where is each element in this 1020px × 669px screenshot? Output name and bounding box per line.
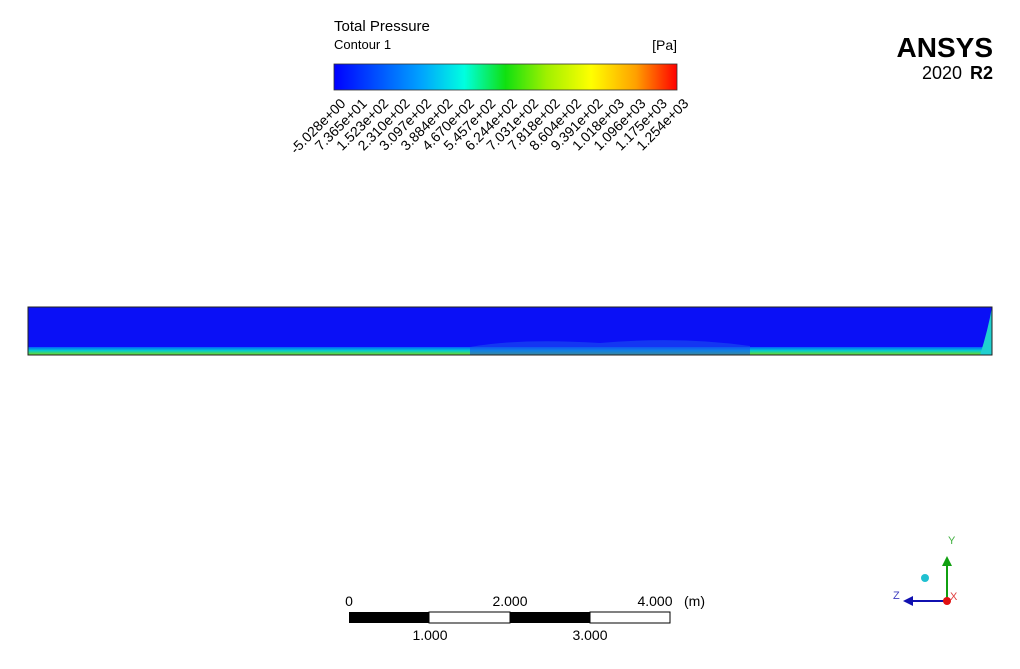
scale-label: 3.000 [572, 627, 607, 643]
scale-label: 4.000 [637, 593, 672, 609]
scale-label: 1.000 [412, 627, 447, 643]
scale-unit: (m) [684, 593, 705, 609]
core-flow [28, 307, 992, 347]
brand-name: ANSYS [897, 32, 993, 63]
contour-domain [27, 306, 993, 356]
scale-bar: 0 2.000 4.000 (m) 1.000 3.000 [345, 593, 705, 643]
legend-subtitle: Contour 1 [334, 37, 391, 52]
domain-outline [27, 306, 993, 356]
scale-label: 0 [345, 593, 353, 609]
colorbar-labels: -5.028e+007.365e+011.523e+022.310e+023.0… [287, 95, 692, 157]
z-label: Z [893, 590, 900, 602]
legend-title: Total Pressure [334, 18, 430, 35]
legend-unit: [Pa] [652, 37, 677, 53]
triad-sphere [921, 574, 929, 582]
scale-segment [428, 611, 511, 624]
y-arrowhead [942, 556, 952, 566]
colorbar [333, 63, 678, 91]
scale-segment [349, 612, 429, 623]
outlet-region [980, 307, 992, 355]
axis-triad: Y Z X [893, 535, 958, 606]
scale-segment [510, 612, 590, 623]
x-axis-dot [943, 597, 951, 605]
brand-release: R2 [970, 63, 993, 83]
wake-region [470, 340, 750, 355]
brand-version: 2020 [922, 63, 962, 83]
y-label: Y [948, 535, 956, 547]
z-arrowhead [903, 596, 913, 606]
x-label: X [950, 591, 958, 603]
scale-segment [589, 611, 671, 624]
scale-label: 2.000 [492, 593, 527, 609]
